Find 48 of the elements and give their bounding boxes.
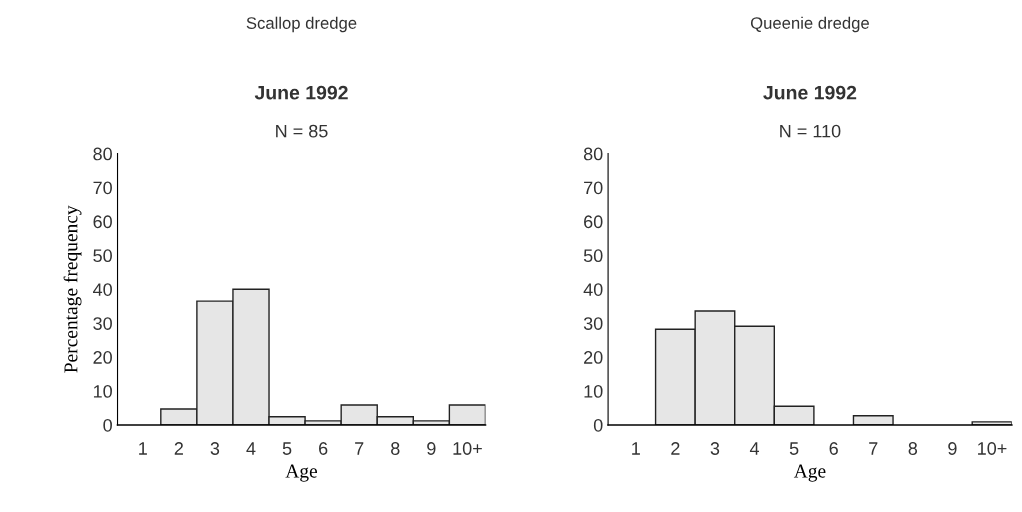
chart-subtitle: June 1992 xyxy=(254,85,348,100)
x-tick-label: 3 xyxy=(210,442,220,455)
x-tick-label: 1 xyxy=(632,442,640,455)
x-tick-label: 10+ xyxy=(453,442,482,455)
y-tick-label: 50 xyxy=(93,249,112,263)
y-tick-label: 80 xyxy=(93,147,112,161)
y-tick-label: 20 xyxy=(584,351,603,364)
text: N = 110 xyxy=(780,124,841,138)
y-axis-title: Percentage frequency xyxy=(63,205,82,373)
x-tick-label: 1 xyxy=(139,442,147,455)
x-tick-label: 7 xyxy=(869,442,878,455)
y-tick-label: 70 xyxy=(93,181,112,195)
y-tick-label: 20 xyxy=(93,351,112,364)
x-tick-label: 5 xyxy=(789,442,799,455)
x-tick-label: 4 xyxy=(246,442,256,455)
x-tick-label: 2 xyxy=(671,442,680,455)
chart-subtitle: June 1992 xyxy=(763,85,857,100)
x-tick-label: 8 xyxy=(908,442,918,455)
x-tick-label: 7 xyxy=(355,442,364,455)
x-tick-label: 10+ xyxy=(978,442,1007,455)
text: N = 85 xyxy=(276,124,328,138)
y-tick-label: 0 xyxy=(103,418,112,432)
x-tick-label: 6 xyxy=(319,442,328,455)
y-tick-label: 0 xyxy=(593,418,603,432)
y-tick-label: 70 xyxy=(584,181,603,195)
chart-title: Scallop dredge xyxy=(246,16,357,33)
y-tick-label: 10 xyxy=(584,384,603,398)
x-tick-label: 4 xyxy=(749,442,760,455)
chart-title: Queenie dredge xyxy=(750,16,869,33)
y-tick-label: 60 xyxy=(584,215,603,229)
y-tick-label: 10 xyxy=(93,384,112,398)
x-tick-label: 3 xyxy=(710,442,720,455)
x-tick-label: 9 xyxy=(948,442,957,455)
y-tick-label: 40 xyxy=(583,283,603,296)
x-tick-label: 6 xyxy=(829,442,838,455)
x-axis-title: Age xyxy=(285,464,318,482)
x-tick-label: 5 xyxy=(282,442,292,455)
bar xyxy=(852,415,894,425)
x-tick-label: 9 xyxy=(427,442,436,455)
y-tick-label: 50 xyxy=(583,249,603,263)
x-tick-label: 2 xyxy=(174,442,183,455)
y-tick-label: 30 xyxy=(93,317,112,330)
y-tick-label: 40 xyxy=(93,283,112,296)
x-axis-title: Age xyxy=(793,464,826,482)
y-tick-label: 80 xyxy=(583,147,603,161)
x-tick-label: 8 xyxy=(391,442,400,455)
y-tick-label: 30 xyxy=(583,317,603,330)
y-tick-label: 60 xyxy=(93,215,112,229)
